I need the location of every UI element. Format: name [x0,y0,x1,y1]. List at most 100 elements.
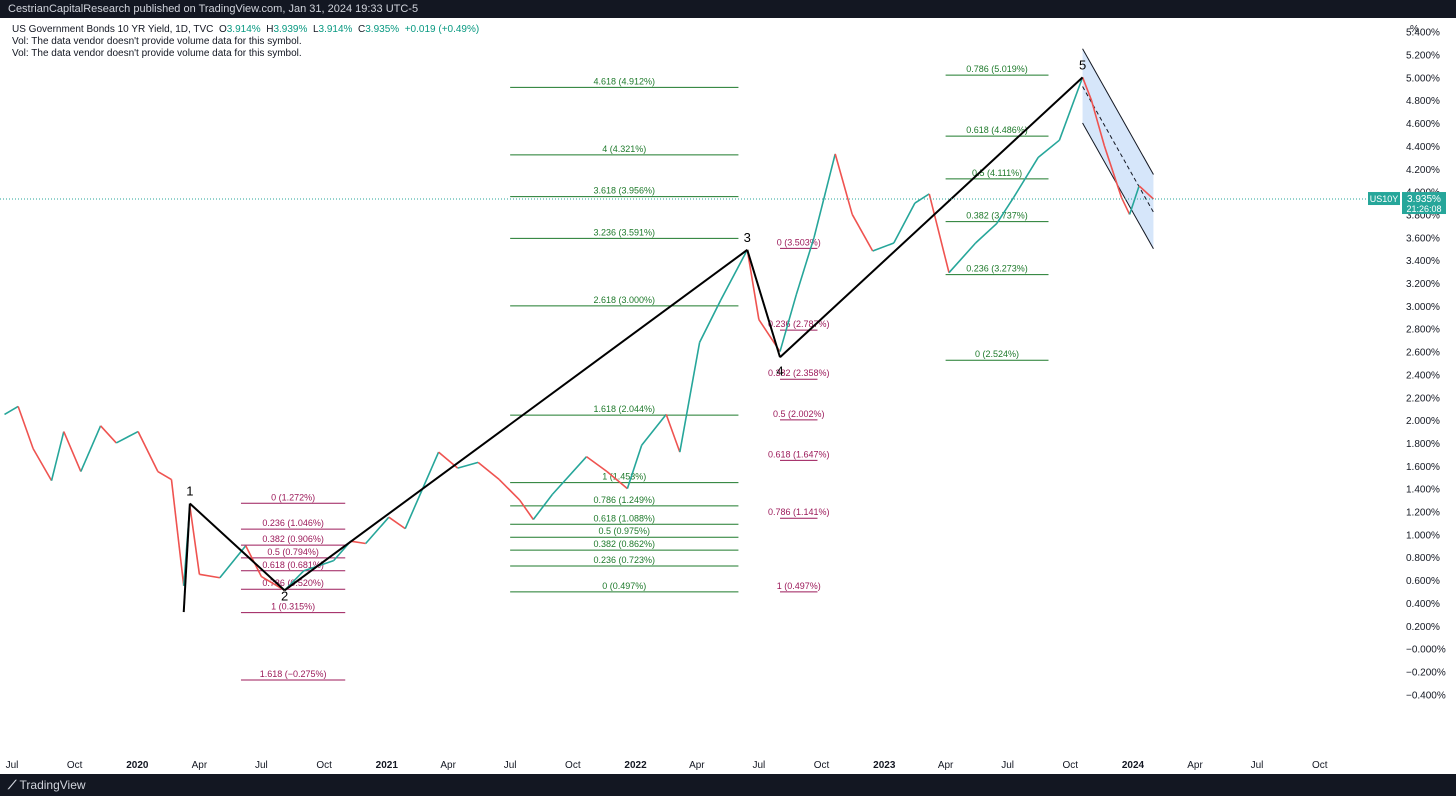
x-tick-10: 2022 [624,760,647,771]
price-segment-57 [1081,77,1093,101]
price-segment-36 [665,414,681,453]
symbol-tag [1368,192,1400,206]
fib-label-0-12: 0.236 (0.723%) [594,555,656,565]
publisher-bar: CestrianCapitalResearch published on Tra… [0,0,1456,18]
y-tick-13: 3.000% [1406,302,1440,313]
y-tick-29: −0.200% [1406,667,1446,678]
y-tick-3: 5.000% [1406,73,1440,84]
fib-label-1-6: 1 (0.315%) [271,602,315,612]
price-segment-47 [872,242,895,252]
fib-label-2-5: 0.786 (1.141%) [768,507,830,517]
fib-label-0-9: 0.618 (1.088%) [594,513,656,523]
y-axis-unit: % [1410,24,1419,35]
price-segment-14 [199,573,220,579]
y-tick-19: 1.800% [1406,439,1440,450]
wave-segment-1 [182,503,191,613]
price-segment-62 [1138,185,1154,200]
x-axis[interactable]: Jul Oct 2020 Apr Jul Oct 2021 Apr Jul Oct 2022 Apr J… [6,760,1328,771]
x-tick-0: Jul [6,760,19,771]
y-tick-25: 0.600% [1406,576,1440,587]
y-tick-18: 2.000% [1406,416,1440,427]
price-segment-50 [928,193,950,273]
fib-label-0-2: 4 (4.321%) [602,144,646,154]
legend-h-value: 3.939% [273,24,308,35]
price-segment-23 [388,516,406,530]
price-segment-42 [779,294,798,352]
fib-label-2-0: 0 (3.503%) [777,237,821,247]
price-segment-38 [698,299,722,343]
price-segment-2 [17,406,34,449]
fib-label-1-1: 0.236 (1.046%) [262,518,324,528]
fib-label-1-4: 0.618 (0.681%) [262,560,324,570]
fib-label-2-2: 0.382 (2.358%) [768,368,830,378]
price-series [4,77,1154,592]
x-tick-8: Jul [504,760,517,771]
y-tick-28: −0.000% [1406,645,1446,656]
y-tick-5: 4.600% [1406,119,1440,130]
wave-label-1: 1 [186,484,193,499]
x-tick-6: 2021 [376,760,399,771]
price-segment-3 [32,448,53,482]
price-segment-61 [1128,185,1140,215]
y-axis[interactable]: %5.600%5.400%5.200%5.000%4.800%4.600%4.4… [1406,18,1446,701]
price-segment-34 [626,444,643,489]
fib-label-1-3: 0.5 (0.794%) [267,547,319,557]
price-segment-9 [137,431,159,472]
y-tick-27: 0.200% [1406,622,1440,633]
fib-label-2-6: 1 (0.497%) [777,581,821,591]
fib-label-1-7: 1.618 (−0.275%) [260,669,327,679]
price-segment-58 [1090,99,1106,147]
price-segment-31 [551,456,588,495]
x-tick-13: Oct [814,760,830,771]
y-tick-10: 3.600% [1406,233,1440,244]
last-price-countdown: 21:26:08 [1406,204,1441,214]
fib-levels[interactable]: 6.618 (6.080%)4.618 (4.912%)4 (4.321%)3.… [240,18,1049,681]
price-segment-26 [457,461,479,469]
wave-label-2: 2 [281,588,288,603]
y-tick-30: −0.400% [1406,690,1446,701]
y-tick-24: 0.800% [1406,553,1440,564]
wave-segment-3 [283,249,748,592]
x-tick-9: Oct [565,760,581,771]
last-price-value: 3.935% [1407,194,1441,205]
x-tick-11: Apr [689,760,705,771]
legend-l-value: 3.914% [318,24,353,35]
price-segment-10 [157,470,172,481]
legend-c-label: C [358,24,366,35]
legend-title: US Government Bonds 10 YR Yield, 1D, TVC [12,24,214,35]
plot-area[interactable] [0,18,1400,754]
x-tick-21: Oct [1312,760,1328,771]
price-segment-43 [795,237,815,295]
footer-brand: TradingView [19,778,86,792]
fib-label-0-13: 0 (0.497%) [602,581,646,591]
fib-label-3-6: 0 (2.524%) [975,349,1019,359]
y-tick-26: 0.400% [1406,599,1440,610]
price-segment-7 [99,425,117,444]
y-tick-14: 2.800% [1406,325,1440,336]
last-price-tag [1402,192,1446,215]
legend-vol-1: Vol: The data vendor doesn't provide vol… [12,36,302,47]
fib-label-0-6: 1.618 (2.044%) [594,404,656,414]
price-segment-44 [813,153,836,238]
y-tick-17: 2.200% [1406,393,1440,404]
fib-label-3-3: 0.5 (4.111%) [972,168,1022,178]
price-segment-4 [50,431,65,481]
legend-change: +0.019 (+0.49%) [404,24,480,35]
fib-label-2-1: 0.236 (2.787%) [768,319,830,329]
y-tick-2: 5.200% [1406,51,1440,62]
price-segment-45 [834,153,854,215]
legend-o-value: 3.914% [226,24,261,35]
price-segment-21 [350,540,366,545]
last-price-line: US10Y 3.935%21:26:08 [0,192,1446,215]
price-segment-60 [1120,196,1131,215]
x-tick-15: Apr [938,760,954,771]
wave-label-5: 5 [1079,57,1086,72]
price-segment-40 [746,249,760,320]
price-segment-8 [115,430,139,444]
x-tick-14: 2023 [873,760,896,771]
elliott-wave[interactable]: 1 2 3 4 5 [182,57,1086,613]
price-segment-39 [720,249,749,301]
price-chart[interactable]: 6.618 (6.080%)4.618 (4.912%)4 (4.321%)3.… [0,18,1456,774]
price-segment-28 [498,478,521,501]
wave-label-3: 3 [744,230,751,245]
